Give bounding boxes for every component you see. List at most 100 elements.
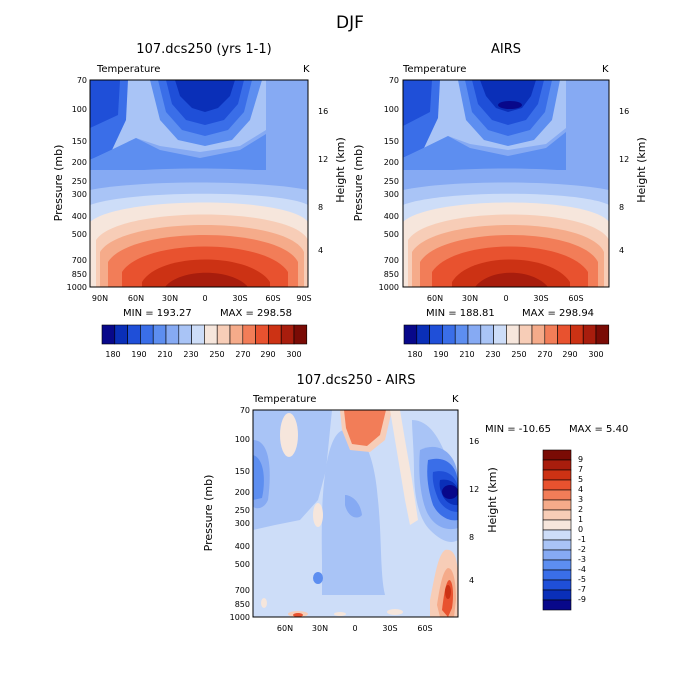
colorbar-tick: 290 — [562, 350, 577, 359]
height-tick: 12 — [619, 155, 629, 164]
colorbar-tick: 5 — [578, 475, 583, 484]
panel-diff-x-axis: 60N 30N 0 30S 60S — [277, 624, 433, 633]
colorbar-swatch — [542, 459, 572, 471]
colorbar-tick: 270 — [235, 350, 250, 359]
colorbar-swatch — [165, 324, 180, 345]
colorbar-swatch — [204, 324, 218, 345]
colorbar-tick: 1 — [578, 515, 583, 524]
colorbar-airs: 180 190 210 230 250 270 290 300 — [403, 324, 610, 359]
y-tick: 250 — [235, 506, 250, 515]
colorbar-swatch — [542, 479, 572, 491]
panel-diff-y-axis: 70 100 150 200 250 300 400 500 700 850 1… — [230, 406, 250, 622]
y-tick: 700 — [72, 256, 87, 265]
panel-diff-field — [253, 410, 458, 617]
y-tick: 200 — [72, 158, 87, 167]
panel-model-y-axis: 70 100 150 200 250 300 400 500 700 850 1… — [67, 76, 87, 292]
colorbar-tick: -2 — [578, 545, 586, 554]
colorbar-swatch — [280, 324, 295, 345]
panel-model-units: K — [303, 64, 310, 75]
y-tick: 500 — [72, 230, 87, 239]
colorbar-tick: 190 — [433, 350, 448, 359]
colorbar-swatch — [191, 324, 205, 345]
colorbar-tick: 7 — [578, 465, 583, 474]
colorbar-swatch — [542, 469, 572, 481]
y-tick: 400 — [235, 542, 250, 551]
panel-model-ylabel-right: Height (km) — [334, 137, 347, 203]
x-tick: 0 — [352, 624, 357, 633]
y-tick: 200 — [235, 488, 250, 497]
colorbar-swatch — [595, 324, 610, 345]
y-tick: 150 — [72, 137, 87, 146]
colorbar-tick: 4 — [578, 485, 583, 494]
colorbar-tick: 250 — [209, 350, 224, 359]
panel-airs-min: MIN = 188.81 — [426, 308, 495, 319]
y-tick: 1000 — [379, 283, 399, 292]
panel-diff-ylabel-right: Height (km) — [486, 467, 499, 533]
y-tick: 500 — [235, 560, 250, 569]
y-tick: 100 — [235, 435, 250, 444]
panel-airs-title: AIRS — [491, 42, 521, 57]
colorbar-model: 180 190 210 230 250 270 290 300 — [101, 324, 308, 359]
panel-airs-max: MAX = 298.94 — [522, 308, 594, 319]
panel-diff-variable: Temperature — [252, 394, 316, 405]
y-tick: 70 — [77, 76, 87, 85]
x-tick: 30S — [533, 294, 548, 303]
colorbar-tick: 300 — [286, 350, 301, 359]
x-tick: 60N — [277, 624, 293, 633]
colorbar-swatch — [140, 324, 154, 345]
colorbar-tick: 270 — [537, 350, 552, 359]
panel-airs-right-axis: 16 12 8 4 — [619, 107, 629, 255]
y-tick: 70 — [389, 76, 399, 85]
colorbar-swatch — [518, 324, 533, 345]
panel-airs-units: K — [602, 64, 609, 75]
panel-airs-variable: Temperature — [402, 64, 466, 75]
colorbar-tick: -1 — [578, 535, 586, 544]
colorbar-swatch — [542, 599, 572, 611]
colorbar-tick: 290 — [260, 350, 275, 359]
y-tick: 150 — [384, 137, 399, 146]
colorbar-swatch — [542, 509, 572, 521]
colorbar-swatch — [542, 559, 572, 571]
y-tick: 1000 — [230, 613, 250, 622]
colorbar-swatch — [557, 324, 571, 345]
y-tick: 200 — [384, 158, 399, 167]
colorbar-tick: -7 — [578, 585, 586, 594]
x-tick: 30N — [462, 294, 478, 303]
colorbar-swatch — [542, 499, 572, 511]
panel-diff-ylabel: Pressure (mb) — [202, 475, 215, 552]
colorbar-swatch — [101, 324, 116, 345]
colorbar-swatch — [152, 324, 167, 345]
x-tick: 60N — [427, 294, 443, 303]
height-tick: 12 — [318, 155, 328, 164]
y-tick: 300 — [384, 190, 399, 199]
x-tick: 60N — [128, 294, 144, 303]
colorbar-swatch — [542, 489, 572, 501]
colorbar-swatch — [454, 324, 469, 345]
colorbar-swatch — [542, 539, 572, 551]
colorbar-swatch — [506, 324, 520, 345]
panel-diff-right-axis: 16 12 8 4 — [469, 437, 479, 585]
colorbar-swatch — [542, 449, 572, 461]
y-tick: 850 — [235, 600, 250, 609]
colorbar-tick: 210 — [459, 350, 474, 359]
colorbar-swatch — [178, 324, 192, 345]
panel-model-right-axis: 16 12 8 4 — [318, 107, 328, 255]
panel-diff-min: MIN = -10.65 — [485, 424, 551, 435]
colorbar-swatch — [582, 324, 597, 345]
colorbar-swatch — [293, 324, 308, 345]
y-tick: 250 — [72, 177, 87, 186]
colorbar-swatch — [531, 324, 546, 345]
colorbar-swatch — [542, 529, 572, 541]
height-tick: 4 — [619, 246, 624, 255]
colorbar-swatch — [480, 324, 494, 345]
y-tick: 150 — [235, 467, 250, 476]
y-tick: 850 — [384, 270, 399, 279]
panel-model-title: 107.dcs250 (yrs 1-1) — [136, 42, 271, 57]
panel-model-field — [90, 80, 308, 287]
colorbar-tick: 0 — [578, 525, 583, 534]
x-tick: 0 — [503, 294, 508, 303]
colorbar-swatch — [403, 324, 418, 345]
colorbar-tick: 250 — [511, 350, 526, 359]
y-tick: 400 — [384, 212, 399, 221]
